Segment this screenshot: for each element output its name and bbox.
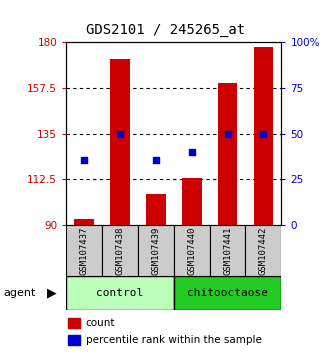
Bar — [66, 225, 102, 276]
Bar — [74, 219, 94, 225]
Text: count: count — [85, 318, 115, 328]
Bar — [69, 335, 80, 345]
Point — [81, 157, 87, 163]
Text: percentile rank within the sample: percentile rank within the sample — [85, 335, 261, 345]
Bar — [110, 59, 130, 225]
Text: GSM107440: GSM107440 — [187, 226, 196, 275]
Bar — [254, 46, 273, 225]
Bar — [102, 225, 138, 276]
Bar — [138, 225, 174, 276]
Text: GSM107437: GSM107437 — [80, 226, 89, 275]
Bar — [66, 276, 174, 310]
Text: GSM107441: GSM107441 — [223, 226, 232, 275]
Bar — [146, 194, 166, 225]
Point — [189, 149, 194, 155]
Point — [225, 131, 230, 136]
Text: control: control — [96, 288, 144, 298]
Text: ▶: ▶ — [46, 286, 56, 299]
Bar — [174, 276, 281, 310]
Text: GSM107442: GSM107442 — [259, 226, 268, 275]
Point — [153, 157, 159, 163]
Point — [261, 131, 266, 136]
Bar — [69, 318, 80, 328]
Bar — [174, 225, 210, 276]
Text: agent: agent — [3, 288, 36, 298]
Text: GSM107439: GSM107439 — [151, 226, 160, 275]
Bar — [210, 225, 246, 276]
Text: GDS2101 / 245265_at: GDS2101 / 245265_at — [86, 23, 245, 37]
Bar — [246, 225, 281, 276]
Bar — [218, 83, 237, 225]
Text: chitooctaose: chitooctaose — [187, 288, 268, 298]
Text: GSM107438: GSM107438 — [116, 226, 124, 275]
Point — [117, 131, 122, 136]
Bar — [182, 178, 202, 225]
